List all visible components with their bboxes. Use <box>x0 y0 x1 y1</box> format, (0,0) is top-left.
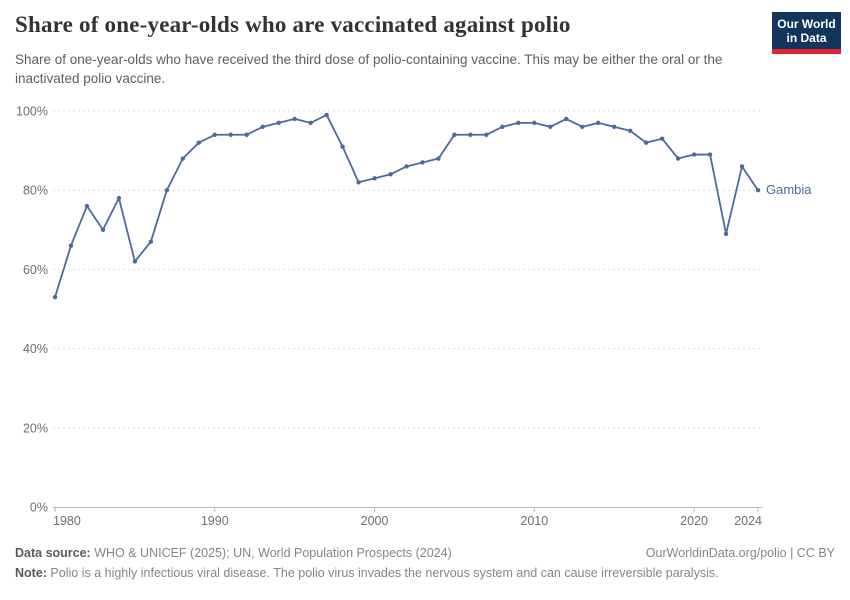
data-point[interactable] <box>532 120 537 126</box>
data-point[interactable] <box>500 124 505 130</box>
data-point[interactable] <box>452 132 457 137</box>
data-point[interactable] <box>627 128 633 133</box>
data-point[interactable] <box>100 227 106 232</box>
data-point[interactable] <box>580 124 585 130</box>
note-text: Polio is a highly infectious viral disea… <box>46 566 719 580</box>
data-point[interactable] <box>52 294 58 300</box>
data-point[interactable] <box>372 176 377 181</box>
x-axis-tick-label: 1980 <box>53 514 81 528</box>
data-point[interactable] <box>596 120 601 126</box>
data-line-gambia[interactable] <box>54 114 759 299</box>
data-point[interactable] <box>659 136 665 141</box>
chart-title: Share of one-year-olds who are vaccinate… <box>15 12 571 37</box>
y-axis-tick-label: 80% <box>23 184 48 198</box>
data-point[interactable] <box>68 243 74 248</box>
y-axis-tick-label: 60% <box>23 263 48 277</box>
data-point[interactable] <box>84 203 90 209</box>
data-point[interactable] <box>244 132 249 137</box>
data-point[interactable] <box>436 156 441 161</box>
data-point[interactable] <box>468 132 473 137</box>
x-axis-tick-label: 1990 <box>201 514 229 528</box>
data-point[interactable] <box>356 180 361 185</box>
chart-subtitle: Share of one-year-olds who have received… <box>15 52 723 86</box>
y-axis-tick-label: 100% <box>16 105 48 119</box>
data-point[interactable] <box>388 172 393 177</box>
data-point[interactable] <box>212 132 217 137</box>
data-point[interactable] <box>132 259 138 264</box>
x-axis-tick-label: 2024 <box>734 514 762 528</box>
data-point[interactable] <box>180 156 186 161</box>
data-point[interactable] <box>707 152 713 157</box>
owid-logo[interactable]: Our World in Data <box>772 12 841 54</box>
y-axis-tick-label: 0% <box>30 501 48 515</box>
data-point[interactable] <box>116 195 122 201</box>
data-point[interactable] <box>228 132 233 137</box>
data-point[interactable] <box>404 164 409 169</box>
data-point[interactable] <box>723 231 729 236</box>
data-point[interactable] <box>643 140 649 145</box>
data-point[interactable] <box>196 140 201 145</box>
data-point[interactable] <box>564 116 569 122</box>
data-point[interactable] <box>308 120 313 126</box>
attribution-link[interactable]: OurWorldinData.org/polio | CC BY <box>645 546 835 560</box>
note: Note: Polio is a highly infectious viral… <box>15 563 835 583</box>
note-label: Note: <box>15 566 47 580</box>
data-point[interactable] <box>148 239 154 244</box>
data-point[interactable] <box>276 120 281 126</box>
data-point[interactable] <box>675 156 681 161</box>
owid-logo-line2: in Data <box>786 31 827 45</box>
data-point[interactable] <box>164 188 170 193</box>
data-point[interactable] <box>340 144 345 149</box>
data-point[interactable] <box>612 124 617 130</box>
owid-logo-line1: Our World <box>777 17 836 31</box>
data-point[interactable] <box>739 164 745 169</box>
data-point[interactable] <box>260 124 265 130</box>
x-axis-tick-label: 2020 <box>680 514 708 528</box>
data-point[interactable] <box>755 188 761 193</box>
data-source: Data source: WHO & UNICEF (2025); UN, Wo… <box>15 543 452 563</box>
data-point[interactable] <box>548 124 553 130</box>
data-point[interactable] <box>292 116 297 122</box>
data-point[interactable] <box>420 160 425 165</box>
series-label[interactable]: Gambia <box>766 182 812 197</box>
data-source-label: Data source: <box>15 546 91 560</box>
data-point[interactable] <box>691 152 697 157</box>
x-axis-tick-label: 2000 <box>361 514 389 528</box>
chart-footer: Data source: WHO & UNICEF (2025); UN, Wo… <box>15 543 835 583</box>
data-source-text: WHO & UNICEF (2025); UN, World Populatio… <box>90 546 452 560</box>
data-point[interactable] <box>324 112 329 118</box>
x-axis-tick-label: 2010 <box>520 514 548 528</box>
data-point[interactable] <box>516 120 521 126</box>
data-point[interactable] <box>484 132 489 137</box>
y-axis-tick-label: 40% <box>23 342 48 356</box>
y-axis-tick-label: 20% <box>23 421 48 435</box>
